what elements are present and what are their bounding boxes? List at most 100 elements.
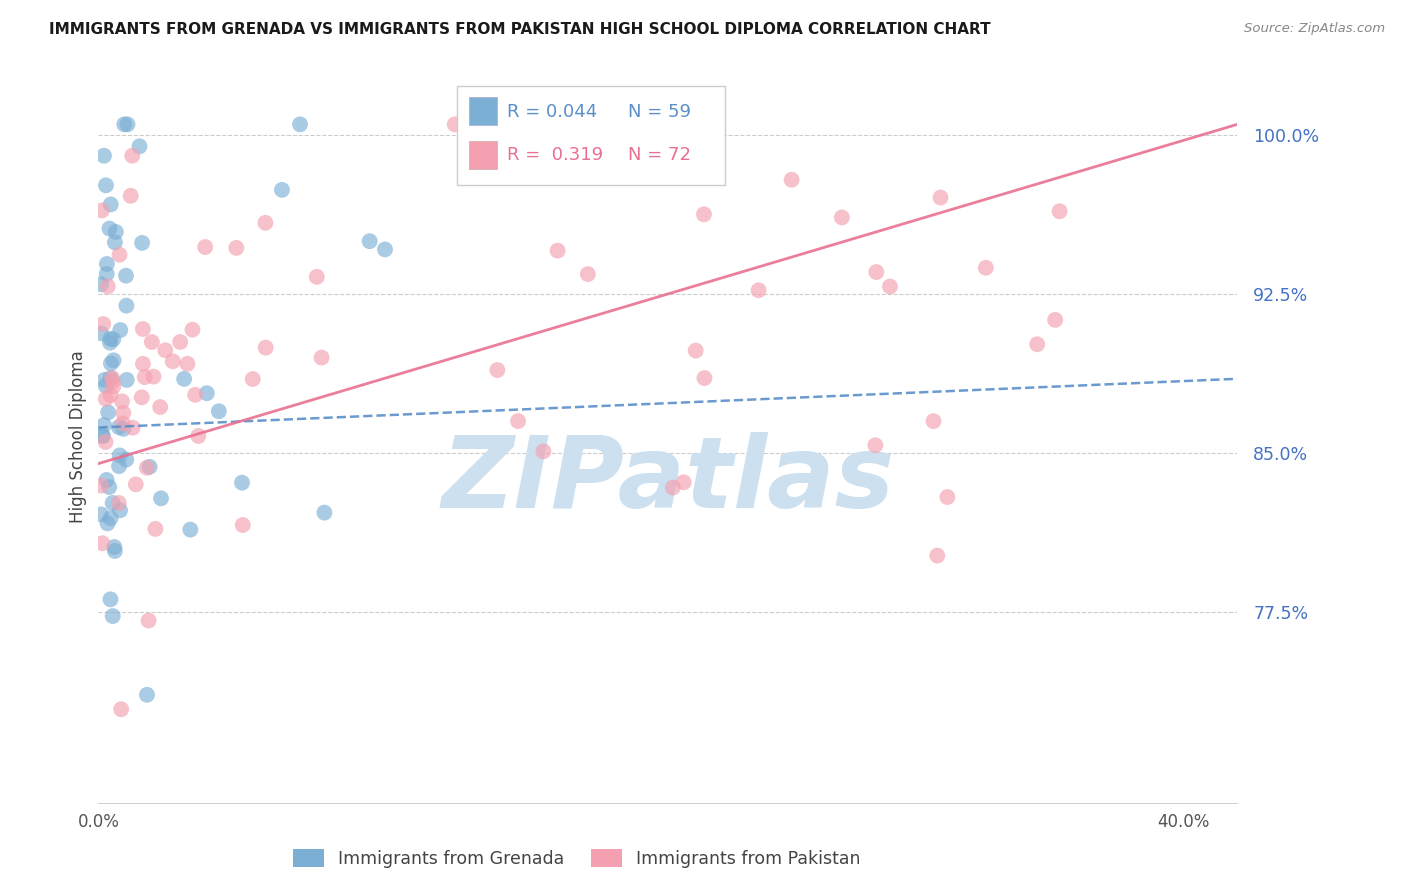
Point <box>104 544 127 558</box>
Point <box>98 480 121 494</box>
Point <box>134 370 156 384</box>
Point <box>936 490 959 504</box>
Point <box>173 372 195 386</box>
Point <box>231 475 253 490</box>
Point <box>100 511 122 525</box>
Point <box>135 460 157 475</box>
Point <box>136 688 159 702</box>
Point <box>96 267 118 281</box>
FancyBboxPatch shape <box>457 86 725 185</box>
Point <box>142 369 165 384</box>
Point <box>748 283 770 297</box>
Point <box>108 503 131 517</box>
Point <box>288 117 311 131</box>
Point <box>103 332 125 346</box>
Point <box>486 363 509 377</box>
Point <box>865 265 887 279</box>
Point <box>101 371 124 385</box>
Point <box>108 496 131 510</box>
Point <box>91 429 114 443</box>
Point <box>120 188 142 202</box>
Point <box>108 459 131 474</box>
Point <box>374 243 396 257</box>
Point <box>94 434 117 449</box>
Point <box>176 357 198 371</box>
Point <box>533 444 555 458</box>
Point <box>104 235 127 250</box>
Point <box>91 428 114 442</box>
FancyBboxPatch shape <box>468 97 498 125</box>
Point <box>112 406 135 420</box>
Point <box>693 371 716 385</box>
Point <box>90 203 112 218</box>
Point <box>314 506 336 520</box>
Point <box>112 117 135 131</box>
Point <box>108 449 131 463</box>
Point <box>145 522 167 536</box>
Point <box>117 117 139 131</box>
Point <box>149 400 172 414</box>
Text: R =  0.319: R = 0.319 <box>508 146 603 164</box>
Point <box>121 149 143 163</box>
Point <box>115 268 138 283</box>
Point <box>121 420 143 434</box>
Point <box>91 317 114 331</box>
Point <box>254 341 277 355</box>
Point <box>115 299 138 313</box>
Point <box>506 414 529 428</box>
Point <box>125 477 148 491</box>
Point <box>110 702 132 716</box>
Point <box>90 277 112 292</box>
Point <box>98 221 121 235</box>
Point <box>93 417 115 432</box>
Point <box>242 372 264 386</box>
Point <box>780 173 803 187</box>
Point <box>443 117 465 131</box>
Point <box>94 392 117 406</box>
Point <box>115 373 138 387</box>
Point <box>271 183 294 197</box>
Point <box>927 549 949 563</box>
Point <box>1026 337 1049 351</box>
Point <box>1049 204 1071 219</box>
Point <box>101 496 124 510</box>
Text: IMMIGRANTS FROM GRENADA VS IMMIGRANTS FROM PAKISTAN HIGH SCHOOL DIPLOMA CORRELAT: IMMIGRANTS FROM GRENADA VS IMMIGRANTS FR… <box>49 22 991 37</box>
Point <box>100 356 122 370</box>
FancyBboxPatch shape <box>468 141 498 169</box>
Point <box>195 386 218 401</box>
Point <box>111 394 134 409</box>
Point <box>225 241 247 255</box>
Point <box>254 216 277 230</box>
Point <box>97 405 120 419</box>
Point <box>101 375 124 389</box>
Point <box>359 234 381 248</box>
Point <box>96 473 118 487</box>
Point <box>90 326 112 341</box>
Point <box>672 475 695 490</box>
Point <box>1043 313 1066 327</box>
Point <box>128 139 150 153</box>
Point <box>179 523 201 537</box>
Point <box>96 257 118 271</box>
Point <box>232 518 254 533</box>
Point <box>100 371 122 385</box>
Point <box>132 357 155 371</box>
Point <box>879 279 901 293</box>
Point <box>181 323 204 337</box>
Point <box>94 378 117 392</box>
Point <box>96 516 118 531</box>
Point <box>693 207 716 221</box>
Point <box>150 491 173 506</box>
Point <box>576 267 599 281</box>
Text: R = 0.044: R = 0.044 <box>508 103 598 120</box>
Point <box>90 478 112 492</box>
Point <box>94 178 117 193</box>
Point <box>208 404 231 418</box>
Text: Source: ZipAtlas.com: Source: ZipAtlas.com <box>1244 22 1385 36</box>
Point <box>141 334 163 349</box>
Point <box>97 279 120 293</box>
Point <box>131 235 153 250</box>
Point <box>111 417 134 431</box>
Y-axis label: High School Diploma: High School Diploma <box>69 351 87 524</box>
Point <box>305 269 328 284</box>
